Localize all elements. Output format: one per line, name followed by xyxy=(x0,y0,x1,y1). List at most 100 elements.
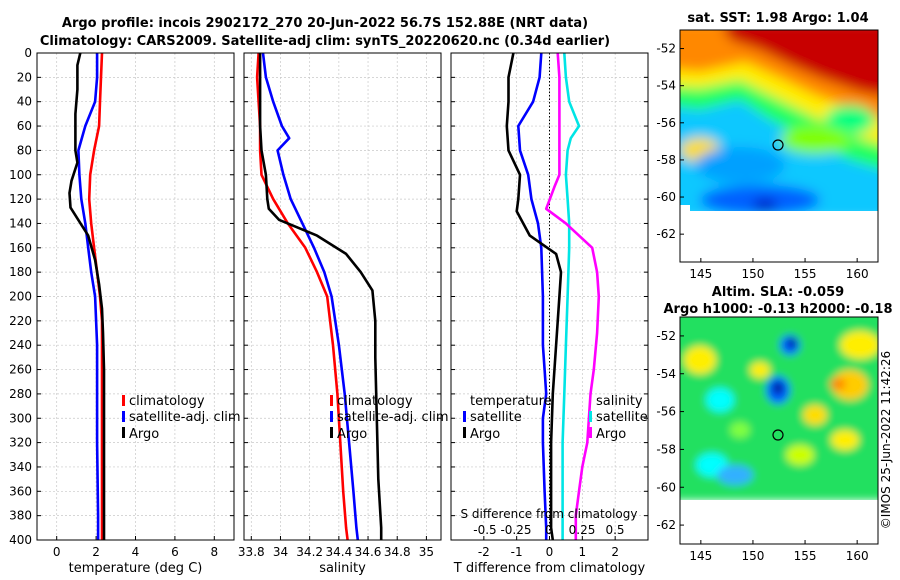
sst-map-title: sat. SST: 1.98 Argo: 1.04 xyxy=(687,11,868,26)
y-tick-label: 0 xyxy=(24,46,32,60)
map-y-tick-label: -62 xyxy=(656,227,676,241)
difference-legend: temperature satellite Argo salinity sate… xyxy=(463,394,648,442)
map-y-tick-label: -58 xyxy=(656,442,676,456)
salinity-legend: climatology satellite-adj. clim Argo xyxy=(330,394,449,442)
x-tick-label: 34 xyxy=(273,545,288,559)
x-tick-label: 4 xyxy=(132,545,140,559)
x-tick-label: 34.8 xyxy=(384,545,411,559)
s-tick-label: 0.25 xyxy=(569,523,596,537)
map-y-tick-label: -54 xyxy=(656,367,676,381)
map-y-tick-label: -52 xyxy=(656,42,676,56)
map-x-tick-label: 145 xyxy=(689,549,712,563)
x-tick-label: 0 xyxy=(546,545,554,559)
s-difference-axis: S difference from climatology -0.5 -0.25… xyxy=(461,507,638,537)
legend-label-argo: Argo xyxy=(129,427,159,442)
y-tick-label: 380 xyxy=(9,509,32,523)
y-tick-label: 220 xyxy=(9,314,32,328)
legend-swatch-s-argo xyxy=(589,427,592,438)
legend-label-climatology: climatology xyxy=(129,394,205,409)
series-line-s-satellite xyxy=(561,52,581,540)
temperature-panel: 0204060801001201401601802002202402602803… xyxy=(9,46,235,576)
map-x-tick-label: 150 xyxy=(741,267,764,281)
argo-location-marker xyxy=(772,429,784,441)
legend-swatch-climatology xyxy=(330,395,333,406)
y-tick-label: 160 xyxy=(9,241,32,255)
map-y-tick-label: -60 xyxy=(656,190,676,204)
argo-location-marker xyxy=(772,139,784,151)
series-line-climatology xyxy=(87,52,104,540)
legend-swatch-t-satellite xyxy=(463,411,466,422)
map-y-tick-label: -58 xyxy=(656,153,676,167)
series-line-climatology xyxy=(255,52,349,541)
legend-label-climatology: climatology xyxy=(337,394,413,409)
y-tick-label: 240 xyxy=(9,338,32,352)
map-y-tick-label: -54 xyxy=(656,79,676,93)
figure-title-line2: Climatology: CARS2009. Satellite-adj cli… xyxy=(40,34,610,49)
legend-label-t-argo: Argo xyxy=(470,427,500,442)
legend-label-s-argo: Argo xyxy=(596,427,626,442)
x-tick-label: 8 xyxy=(210,545,218,559)
y-tick-label: 180 xyxy=(9,265,32,279)
series-line-argo xyxy=(68,52,106,540)
series-line-s-argo xyxy=(544,52,601,540)
x-tick-label: 2 xyxy=(611,545,619,559)
s-difference-axis-label: S difference from climatology xyxy=(461,507,638,521)
map-x-tick-label: 145 xyxy=(689,267,712,281)
y-tick-label: 100 xyxy=(9,168,32,182)
y-tick-label: 40 xyxy=(17,95,32,109)
legend-label-satellite: satellite-adj. clim xyxy=(129,410,241,425)
figure-title-line1: Argo profile: incois 2902172_270 20-Jun-… xyxy=(62,16,588,31)
map-x-tick-label: 150 xyxy=(741,549,764,563)
series-line-argo xyxy=(258,53,383,540)
x-tick-label: 2 xyxy=(92,545,100,559)
y-tick-label: 120 xyxy=(9,192,32,206)
x-tick-label: 34.2 xyxy=(296,545,323,559)
sla-map-axes: 145 150 155 160 -52 -54 -56 -58 -60 -62 xyxy=(656,329,868,563)
difference-panel: -2 -1 0 1 2 T difference from climatology xyxy=(450,52,649,576)
y-tick-label: 360 xyxy=(9,484,32,498)
map-y-tick-label: -60 xyxy=(656,480,676,494)
x-tick-label: 35 xyxy=(419,545,434,559)
y-tick-label: 60 xyxy=(17,119,32,133)
salinity-panel: 33.8 34 34.2 34.4 34.6 34.8 35 salinity xyxy=(238,52,442,576)
map-y-tick-label: -52 xyxy=(656,329,676,343)
legend-swatch-t-argo xyxy=(463,427,466,438)
y-tick-label: 340 xyxy=(9,460,32,474)
x-tick-label: 1 xyxy=(579,545,587,559)
x-tick-label: 33.8 xyxy=(238,545,265,559)
legend-title-temperature: temperature xyxy=(470,394,552,409)
legend-swatch-argo xyxy=(122,427,125,438)
x-tick-label: 0 xyxy=(53,545,61,559)
s-tick-label: 0.5 xyxy=(605,523,624,537)
sst-map-axes: 145 150 155 160 -52 -54 -56 -58 -60 -62 xyxy=(656,42,868,281)
x-tick-label: 6 xyxy=(171,545,179,559)
legend-swatch-satellite xyxy=(122,411,125,422)
series-line-t-satellite xyxy=(516,52,548,540)
y-tick-label: 140 xyxy=(9,216,32,230)
s-tick-label: -0.5 xyxy=(473,523,496,537)
legend-swatch-climatology xyxy=(122,395,125,406)
s-tick-label: -0.25 xyxy=(500,523,531,537)
y-tick-label: 200 xyxy=(9,290,32,304)
y-tick-label: 20 xyxy=(17,70,32,84)
sla-map-subtitle: Argo h1000: -0.13 h2000: -0.18 xyxy=(663,302,892,317)
legend-label-s-satellite: satellite xyxy=(596,410,648,425)
s-tick-label: 0 xyxy=(545,523,553,537)
legend-label-t-satellite: satellite xyxy=(470,410,522,425)
x-axis-label: salinity xyxy=(319,561,366,576)
y-tick-label: 260 xyxy=(9,363,32,377)
legend-title-salinity: salinity xyxy=(596,394,643,409)
map-y-tick-label: -56 xyxy=(656,116,676,130)
map-x-tick-label: 160 xyxy=(846,549,869,563)
y-tick-label: 320 xyxy=(9,436,32,450)
x-tick-label: -2 xyxy=(478,545,490,559)
series-line-satellite-adj-clim xyxy=(261,52,360,541)
map-x-tick-label: 160 xyxy=(846,267,869,281)
sla-map-title: Altim. SLA: -0.059 xyxy=(712,285,844,300)
x-axis-label: temperature (deg C) xyxy=(69,561,203,576)
sst-map-frame xyxy=(679,29,879,263)
y-tick-label: 300 xyxy=(9,411,32,425)
temperature-legend: climatology satellite-adj. clim Argo xyxy=(122,394,241,442)
x-tick-label: -1 xyxy=(511,545,523,559)
